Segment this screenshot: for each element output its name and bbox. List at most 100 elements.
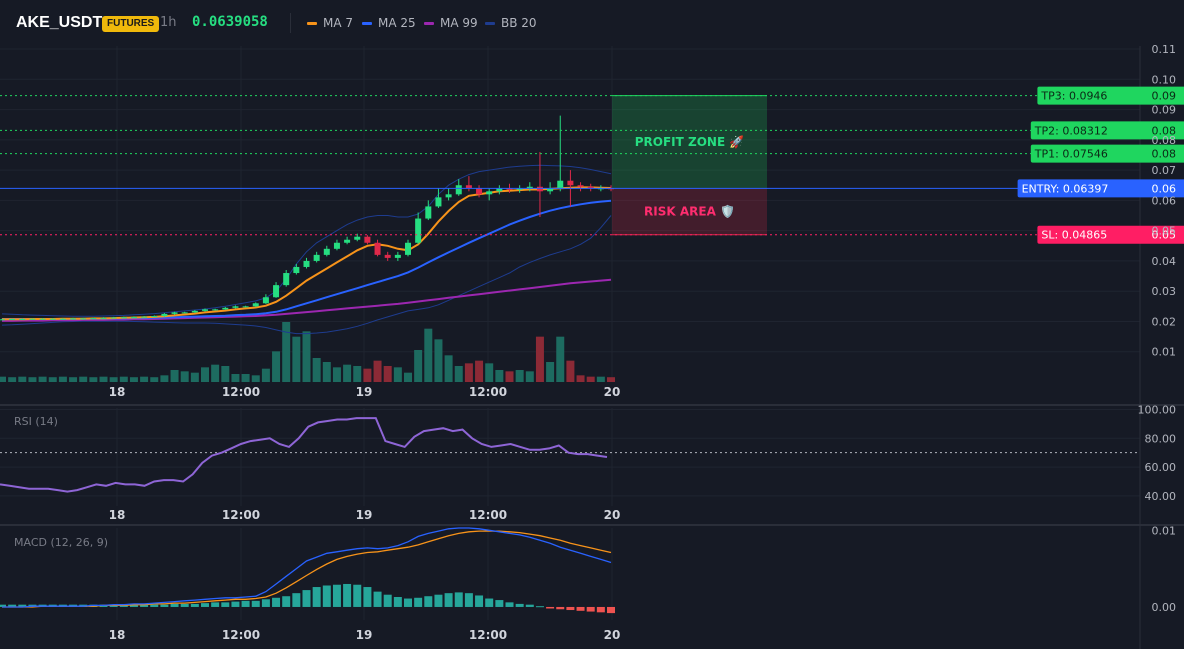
level-tag-text: TP2: 0.08312 bbox=[1034, 124, 1108, 137]
volume-bar bbox=[363, 368, 372, 382]
volume-bar bbox=[211, 364, 220, 382]
macd-histogram-bar bbox=[221, 602, 230, 607]
candle-body bbox=[465, 185, 472, 189]
macd-histogram-bar bbox=[525, 604, 534, 607]
level-tag[interactable] bbox=[1030, 144, 1184, 163]
candle-body bbox=[0, 319, 5, 321]
macd-histogram-bar bbox=[383, 594, 392, 607]
macd-histogram-bar bbox=[332, 584, 341, 607]
candle-body bbox=[394, 254, 401, 258]
macd-histogram-bar bbox=[201, 603, 209, 607]
bollinger-bands bbox=[1, 164, 612, 335]
macd-histogram-bar bbox=[546, 606, 555, 609]
price-axis-tick: 0.06 bbox=[1152, 194, 1177, 207]
macd-histogram-bar bbox=[8, 604, 17, 607]
candle-body bbox=[344, 239, 351, 243]
macd-histogram-bar bbox=[586, 606, 595, 612]
volume-bar bbox=[190, 372, 199, 382]
macd-histogram-bar bbox=[414, 597, 423, 607]
volume-bar bbox=[272, 351, 281, 382]
macd-histogram-bar bbox=[566, 606, 575, 611]
macd-histogram-bar bbox=[322, 585, 331, 607]
volume-bar bbox=[302, 331, 311, 382]
bb-lower-line bbox=[1, 215, 612, 335]
volume-bar bbox=[129, 377, 138, 382]
level-tag[interactable] bbox=[1037, 86, 1184, 105]
chart-header: AKE_USDT FUTURES 1h 0.0639058 MA 7 MA 25… bbox=[0, 0, 1184, 46]
candle-body bbox=[222, 307, 229, 310]
symbol-name[interactable]: AKE_USDT bbox=[16, 14, 103, 31]
volume-bar bbox=[464, 363, 473, 382]
candle-body bbox=[120, 317, 127, 319]
macd-histogram-bar bbox=[272, 597, 281, 607]
macd-histogram-bar bbox=[475, 595, 484, 607]
rsi-axis-tick: 80.00 bbox=[1145, 432, 1177, 445]
rsi-line bbox=[0, 417, 608, 493]
price-axis-tick: 0.04 bbox=[1152, 255, 1177, 268]
profit-zone-label: PROFIT ZONE 🚀 bbox=[635, 135, 745, 149]
level-axis-label: 0.06 bbox=[1152, 182, 1177, 195]
volume-bar bbox=[241, 374, 250, 382]
axes: 0.11 0.10 0.09 0.08 0.07 0.06 0.05 0.04 0.03 0.02… bbox=[109, 43, 1176, 642]
volume-bar bbox=[596, 376, 605, 382]
volume-bar bbox=[251, 375, 260, 382]
level-tag-text: TP3: 0.0946 bbox=[1040, 90, 1107, 103]
candle-body bbox=[516, 188, 523, 190]
candle-body bbox=[262, 297, 269, 304]
level-tag[interactable] bbox=[1037, 225, 1184, 244]
rsi-axis-tick: 100.00 bbox=[1138, 403, 1177, 416]
legend-bb20[interactable]: BB 20 bbox=[485, 16, 537, 30]
macd-histogram-bar bbox=[576, 606, 585, 611]
legend-ma7[interactable]: MA 7 bbox=[307, 16, 353, 30]
candle-body bbox=[323, 248, 330, 255]
volume-bar bbox=[48, 377, 57, 382]
time-axis-tick: 20 bbox=[604, 508, 621, 522]
time-axis-tick: 19 bbox=[356, 628, 373, 642]
macd-histogram-bar bbox=[404, 598, 412, 607]
volume-bar bbox=[180, 371, 189, 382]
legend-ma25[interactable]: MA 25 bbox=[362, 16, 416, 30]
bb-upper-line bbox=[1, 164, 612, 317]
candle-body bbox=[9, 319, 16, 321]
volume-bar bbox=[535, 336, 544, 382]
volume-bar bbox=[221, 366, 230, 382]
candle-body bbox=[212, 309, 219, 311]
risk-zone-label: RISK AREA 🛡️ bbox=[644, 205, 735, 219]
volume-bar bbox=[566, 360, 575, 382]
candle-body bbox=[374, 242, 381, 255]
level-axis-label: 0.08 bbox=[1152, 124, 1177, 137]
candle-body bbox=[90, 318, 97, 320]
volume-bar bbox=[353, 366, 362, 382]
ma99-line bbox=[2, 278, 612, 322]
candle-body bbox=[181, 312, 188, 314]
candle-body bbox=[567, 180, 574, 186]
candle-body bbox=[587, 186, 594, 189]
volume-bar bbox=[576, 375, 585, 382]
volume-bar bbox=[0, 376, 6, 382]
candle-body bbox=[364, 236, 371, 243]
candle-body bbox=[19, 319, 26, 321]
rsi-axis-tick: 40.00 bbox=[1145, 490, 1177, 503]
risk-zone bbox=[612, 188, 767, 235]
macd-histogram-bar bbox=[282, 596, 291, 607]
price-axis-tick: 0.05 bbox=[1152, 225, 1177, 238]
candle-body bbox=[557, 180, 564, 189]
macd-histogram-bar bbox=[556, 606, 565, 610]
candle-body bbox=[49, 318, 56, 320]
level-tag[interactable] bbox=[1030, 121, 1184, 140]
candle-body bbox=[547, 188, 554, 192]
time-axis-tick: 12:00 bbox=[469, 508, 507, 522]
volume-bar bbox=[170, 370, 179, 382]
timeframe-selector[interactable]: 1h bbox=[160, 15, 177, 30]
macd-line bbox=[2, 527, 612, 608]
price-axis-tick: 0.02 bbox=[1152, 315, 1177, 328]
level-tag[interactable] bbox=[1017, 179, 1184, 198]
volume-bar bbox=[495, 370, 504, 382]
price-axis-tick: 0.03 bbox=[1152, 285, 1177, 298]
macd-histogram-bar bbox=[251, 600, 260, 607]
time-axis-tick: 20 bbox=[604, 628, 621, 642]
chart-background bbox=[0, 46, 1184, 649]
legend-ma99[interactable]: MA 99 bbox=[424, 16, 478, 30]
volume-bar bbox=[454, 366, 463, 382]
